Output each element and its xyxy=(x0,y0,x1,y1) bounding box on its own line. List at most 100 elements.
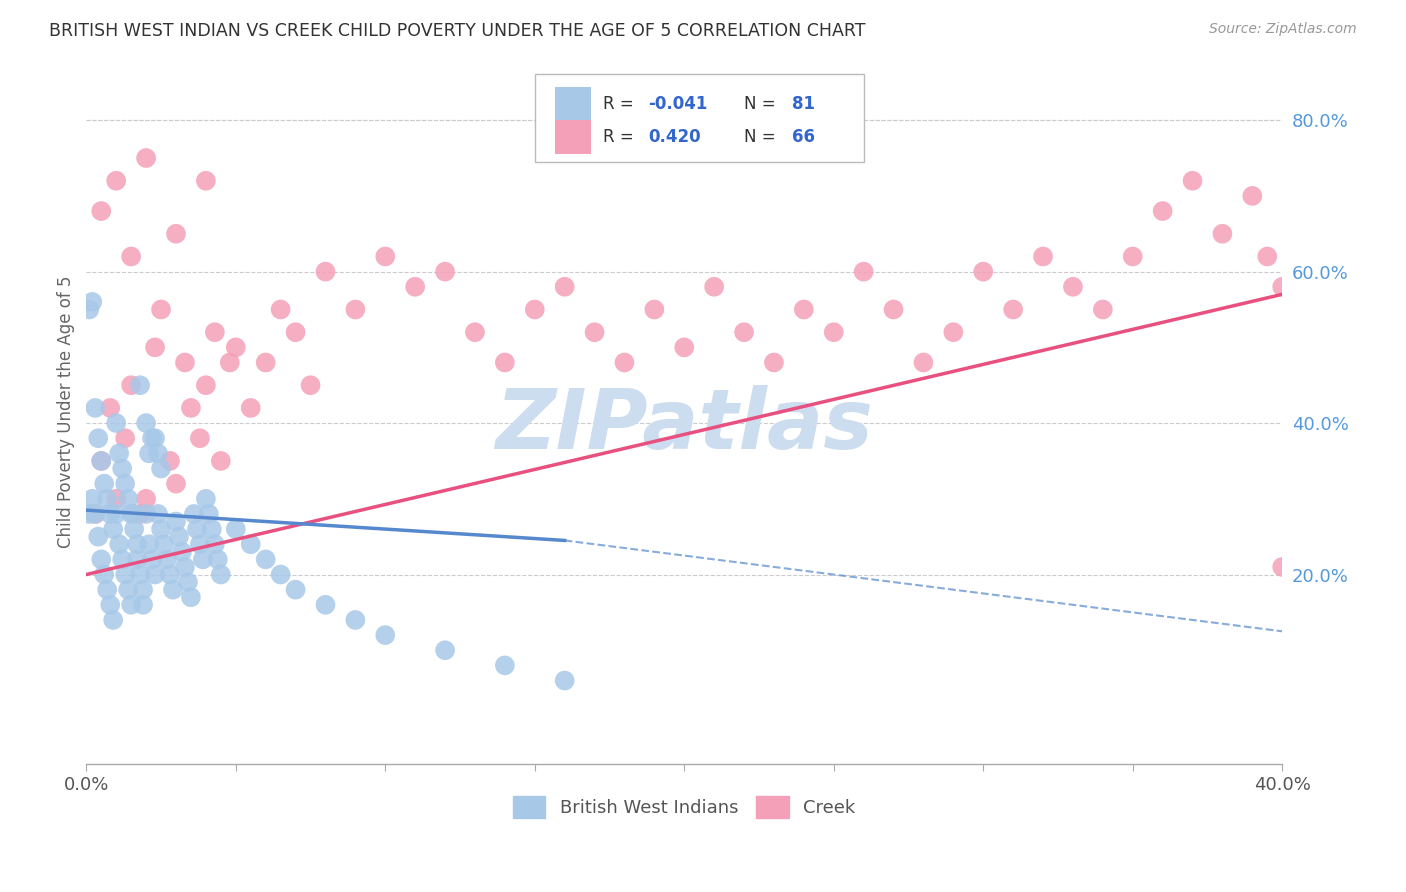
FancyBboxPatch shape xyxy=(555,87,591,121)
Point xyxy=(823,325,845,339)
Point xyxy=(111,552,134,566)
Point xyxy=(117,491,139,506)
Text: Source: ZipAtlas.com: Source: ZipAtlas.com xyxy=(1209,22,1357,37)
Point xyxy=(434,643,457,657)
Point xyxy=(1122,250,1144,264)
Point xyxy=(141,552,163,566)
Point xyxy=(162,582,184,597)
Point xyxy=(150,302,173,317)
Point xyxy=(90,454,112,468)
Point xyxy=(613,355,636,369)
Point xyxy=(883,302,905,317)
Point xyxy=(108,537,131,551)
Point xyxy=(146,507,169,521)
Point xyxy=(122,507,145,521)
Point xyxy=(135,507,157,521)
Point xyxy=(82,491,104,506)
Point xyxy=(117,582,139,597)
Point xyxy=(188,537,211,551)
Point xyxy=(96,582,118,597)
Point xyxy=(174,355,197,369)
Point xyxy=(1271,560,1294,574)
Text: BRITISH WEST INDIAN VS CREEK CHILD POVERTY UNDER THE AGE OF 5 CORRELATION CHART: BRITISH WEST INDIAN VS CREEK CHILD POVER… xyxy=(49,22,866,40)
Point xyxy=(239,401,262,415)
Point xyxy=(299,378,322,392)
Point xyxy=(77,302,100,317)
Text: R =: R = xyxy=(603,128,638,146)
Point xyxy=(494,658,516,673)
Point xyxy=(127,552,149,566)
Point xyxy=(1181,174,1204,188)
Point xyxy=(209,567,232,582)
Text: 66: 66 xyxy=(792,128,815,146)
Point xyxy=(1002,302,1025,317)
Point xyxy=(643,302,665,317)
Point xyxy=(135,151,157,165)
Point xyxy=(374,250,396,264)
Point xyxy=(344,613,367,627)
Point xyxy=(132,582,155,597)
Point xyxy=(129,507,152,521)
Point xyxy=(204,325,226,339)
Point xyxy=(129,378,152,392)
Point xyxy=(464,325,486,339)
Point xyxy=(103,522,125,536)
Point xyxy=(167,530,190,544)
Point xyxy=(239,537,262,551)
Point xyxy=(673,340,696,354)
Point xyxy=(141,431,163,445)
Point xyxy=(105,174,128,188)
Point xyxy=(77,507,100,521)
Point xyxy=(225,522,247,536)
Point xyxy=(82,294,104,309)
Point xyxy=(188,431,211,445)
Point xyxy=(105,491,128,506)
FancyBboxPatch shape xyxy=(534,74,863,161)
Point xyxy=(114,431,136,445)
Point xyxy=(254,552,277,566)
Point xyxy=(146,446,169,460)
Point xyxy=(170,545,193,559)
Point xyxy=(374,628,396,642)
Point xyxy=(150,461,173,475)
Point xyxy=(733,325,755,339)
Text: ZIPatlas: ZIPatlas xyxy=(495,385,873,467)
Point xyxy=(191,552,214,566)
Point xyxy=(254,355,277,369)
Point xyxy=(143,431,166,445)
Point xyxy=(218,355,240,369)
Point xyxy=(314,598,336,612)
Point xyxy=(159,454,181,468)
FancyBboxPatch shape xyxy=(555,120,591,154)
Point xyxy=(194,378,217,392)
Point xyxy=(159,567,181,582)
Point xyxy=(198,507,221,521)
Point xyxy=(1241,189,1264,203)
Point xyxy=(523,302,546,317)
Point xyxy=(180,401,202,415)
Point xyxy=(201,522,224,536)
Point xyxy=(1271,279,1294,293)
Point xyxy=(105,507,128,521)
Point xyxy=(114,476,136,491)
Point xyxy=(165,515,187,529)
Point xyxy=(103,613,125,627)
Point xyxy=(93,567,115,582)
Point xyxy=(96,491,118,506)
Point xyxy=(344,302,367,317)
Point xyxy=(554,279,576,293)
Point xyxy=(852,265,875,279)
Y-axis label: Child Poverty Under the Age of 5: Child Poverty Under the Age of 5 xyxy=(58,276,75,548)
Point xyxy=(156,552,179,566)
Point xyxy=(703,279,725,293)
Point xyxy=(138,446,160,460)
Point xyxy=(114,567,136,582)
Point xyxy=(942,325,965,339)
Point xyxy=(762,355,785,369)
Text: 0.420: 0.420 xyxy=(648,128,702,146)
Point xyxy=(120,250,142,264)
Point xyxy=(138,537,160,551)
Point xyxy=(207,552,229,566)
Point xyxy=(554,673,576,688)
Point xyxy=(793,302,815,317)
